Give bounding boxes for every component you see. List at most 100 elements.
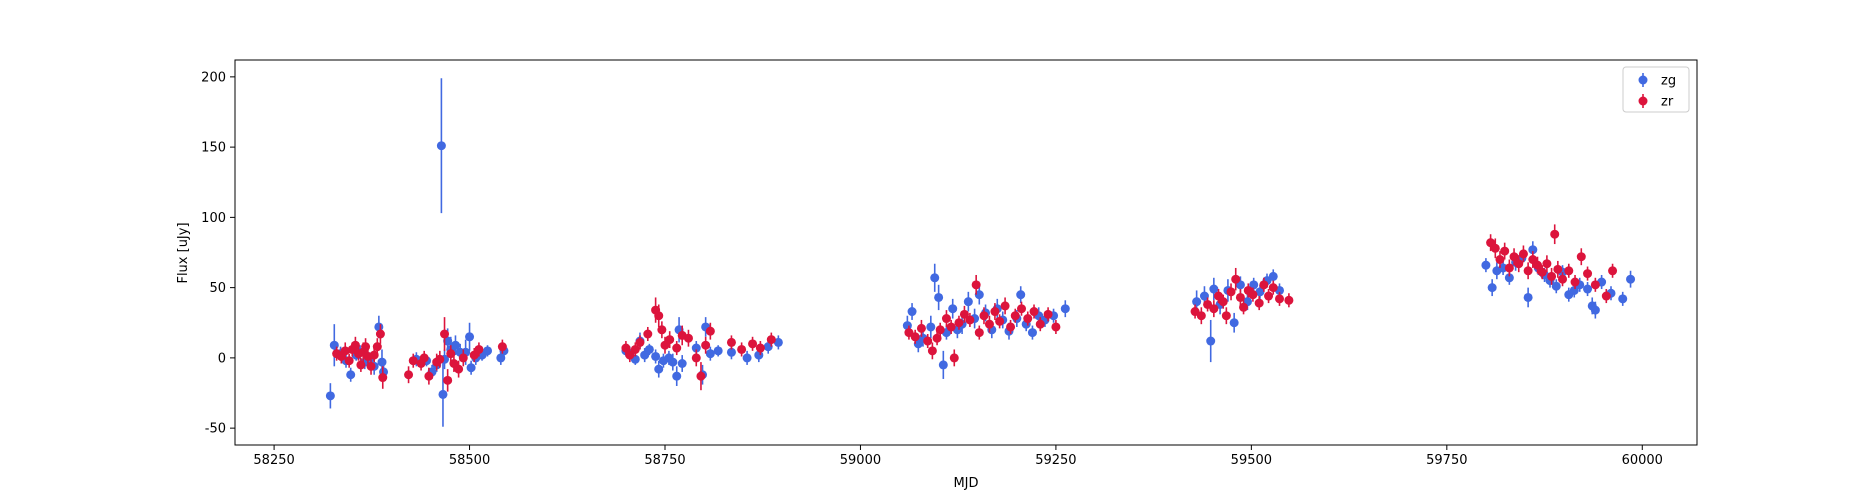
data-point-zg: [1016, 290, 1026, 300]
data-point-zr: [1231, 274, 1241, 284]
data-point-zg: [1060, 304, 1070, 314]
y-tick-label: 0: [218, 351, 226, 366]
data-point-zr: [1000, 301, 1010, 311]
data-point-zg: [325, 391, 335, 401]
data-point-zr: [1035, 319, 1045, 329]
data-point-zg: [773, 337, 783, 347]
data-point-zg: [329, 340, 339, 350]
data-point-zg: [930, 273, 940, 283]
data-point-zg: [483, 346, 493, 356]
data-point-zr: [1218, 297, 1228, 307]
data-point-zr: [971, 280, 981, 290]
x-tick-label: 58500: [449, 453, 490, 468]
data-point-zr: [1583, 269, 1593, 279]
data-point-zg: [443, 336, 453, 346]
data-point-zg: [1206, 336, 1216, 346]
data-point-zr: [1259, 280, 1269, 290]
data-point-zr: [1564, 266, 1574, 276]
legend-marker: [1638, 75, 1648, 85]
data-point-zr: [1495, 255, 1505, 265]
data-point-zg: [1523, 292, 1533, 302]
data-points: [325, 78, 1636, 427]
data-point-zr: [954, 318, 964, 328]
data-point-zr: [1504, 263, 1514, 273]
data-point-zr: [1029, 307, 1039, 317]
data-point-zr: [683, 333, 693, 343]
data-point-zg: [1590, 305, 1600, 315]
data-point-zr: [1523, 266, 1533, 276]
data-point-zr: [965, 315, 975, 325]
legend-label: zg: [1661, 74, 1676, 89]
y-tick-label: 150: [201, 141, 226, 156]
data-point-zr: [443, 375, 453, 385]
data-point-zg: [668, 357, 678, 367]
data-point-zr: [1537, 267, 1547, 277]
data-point-zg: [948, 304, 958, 314]
data-point-zr: [910, 332, 920, 342]
data-point-zr: [1547, 271, 1557, 281]
data-point-zr: [1248, 290, 1258, 300]
data-point-zg: [1583, 284, 1593, 294]
data-point-zr: [979, 311, 989, 321]
x-tick-label: 60000: [1622, 453, 1663, 468]
data-point-zg: [926, 322, 936, 332]
data-point-zr: [356, 360, 366, 370]
data-point-zr: [344, 356, 354, 366]
data-point-zr: [1542, 259, 1552, 269]
x-tick-label: 59000: [840, 453, 881, 468]
data-point-zg: [466, 363, 476, 373]
data-point-zg: [677, 359, 687, 369]
data-point-zr: [941, 314, 951, 324]
data-point-zr: [1239, 302, 1249, 312]
y-axis-label: Flux [uJy]: [176, 222, 191, 283]
data-point-zr: [625, 350, 635, 360]
data-point-zr: [665, 335, 675, 345]
data-point-zg: [1626, 274, 1636, 284]
data-point-zg: [1504, 273, 1514, 283]
data-point-zr: [1196, 311, 1206, 321]
ticks: 58250 58500 58750 59000 59250 59500 59750 60000…: [201, 70, 1663, 468]
data-point-zr: [404, 370, 414, 380]
data-point-zr: [984, 319, 994, 329]
data-point-zg: [742, 353, 752, 363]
data-point-zr: [1254, 298, 1264, 308]
x-tick-label: 58250: [253, 453, 294, 468]
data-point-zr: [446, 349, 456, 359]
data-point-zr: [630, 344, 640, 354]
data-point-zr: [497, 342, 507, 352]
data-point-zg: [726, 347, 736, 357]
data-point-zr: [440, 329, 450, 339]
data-point-zg: [1229, 318, 1239, 328]
data-point-zr: [1570, 277, 1580, 287]
data-point-zg: [438, 389, 448, 399]
data-point-zg: [1209, 284, 1219, 294]
data-point-zr: [372, 342, 382, 352]
data-point-zr: [932, 333, 942, 343]
data-point-zg: [1192, 297, 1202, 307]
data-point-zg: [1268, 271, 1278, 281]
data-point-zg: [713, 346, 723, 356]
legend: zg zr: [1622, 66, 1690, 113]
data-point-zr: [1023, 314, 1033, 324]
data-point-zr: [1518, 249, 1528, 259]
data-point-zr: [1051, 322, 1061, 332]
data-point-zg: [450, 340, 460, 350]
data-point-zr: [454, 364, 464, 374]
data-point-zg: [907, 307, 917, 317]
data-point-zg: [436, 141, 446, 151]
data-point-zr: [923, 336, 933, 346]
legend-marker: [1638, 96, 1648, 106]
y-tick-label: 200: [201, 70, 226, 85]
data-point-zr: [1010, 311, 1020, 321]
data-point-zr: [657, 325, 667, 335]
data-point-zr: [1550, 229, 1560, 239]
data-point-zr: [959, 309, 969, 319]
data-point-zr: [1221, 311, 1231, 321]
series-zr: [332, 224, 1618, 392]
data-point-zr: [927, 346, 937, 356]
data-point-zr: [1264, 291, 1274, 301]
y-tick-label: 50: [209, 281, 226, 296]
data-point-zr: [424, 371, 434, 381]
